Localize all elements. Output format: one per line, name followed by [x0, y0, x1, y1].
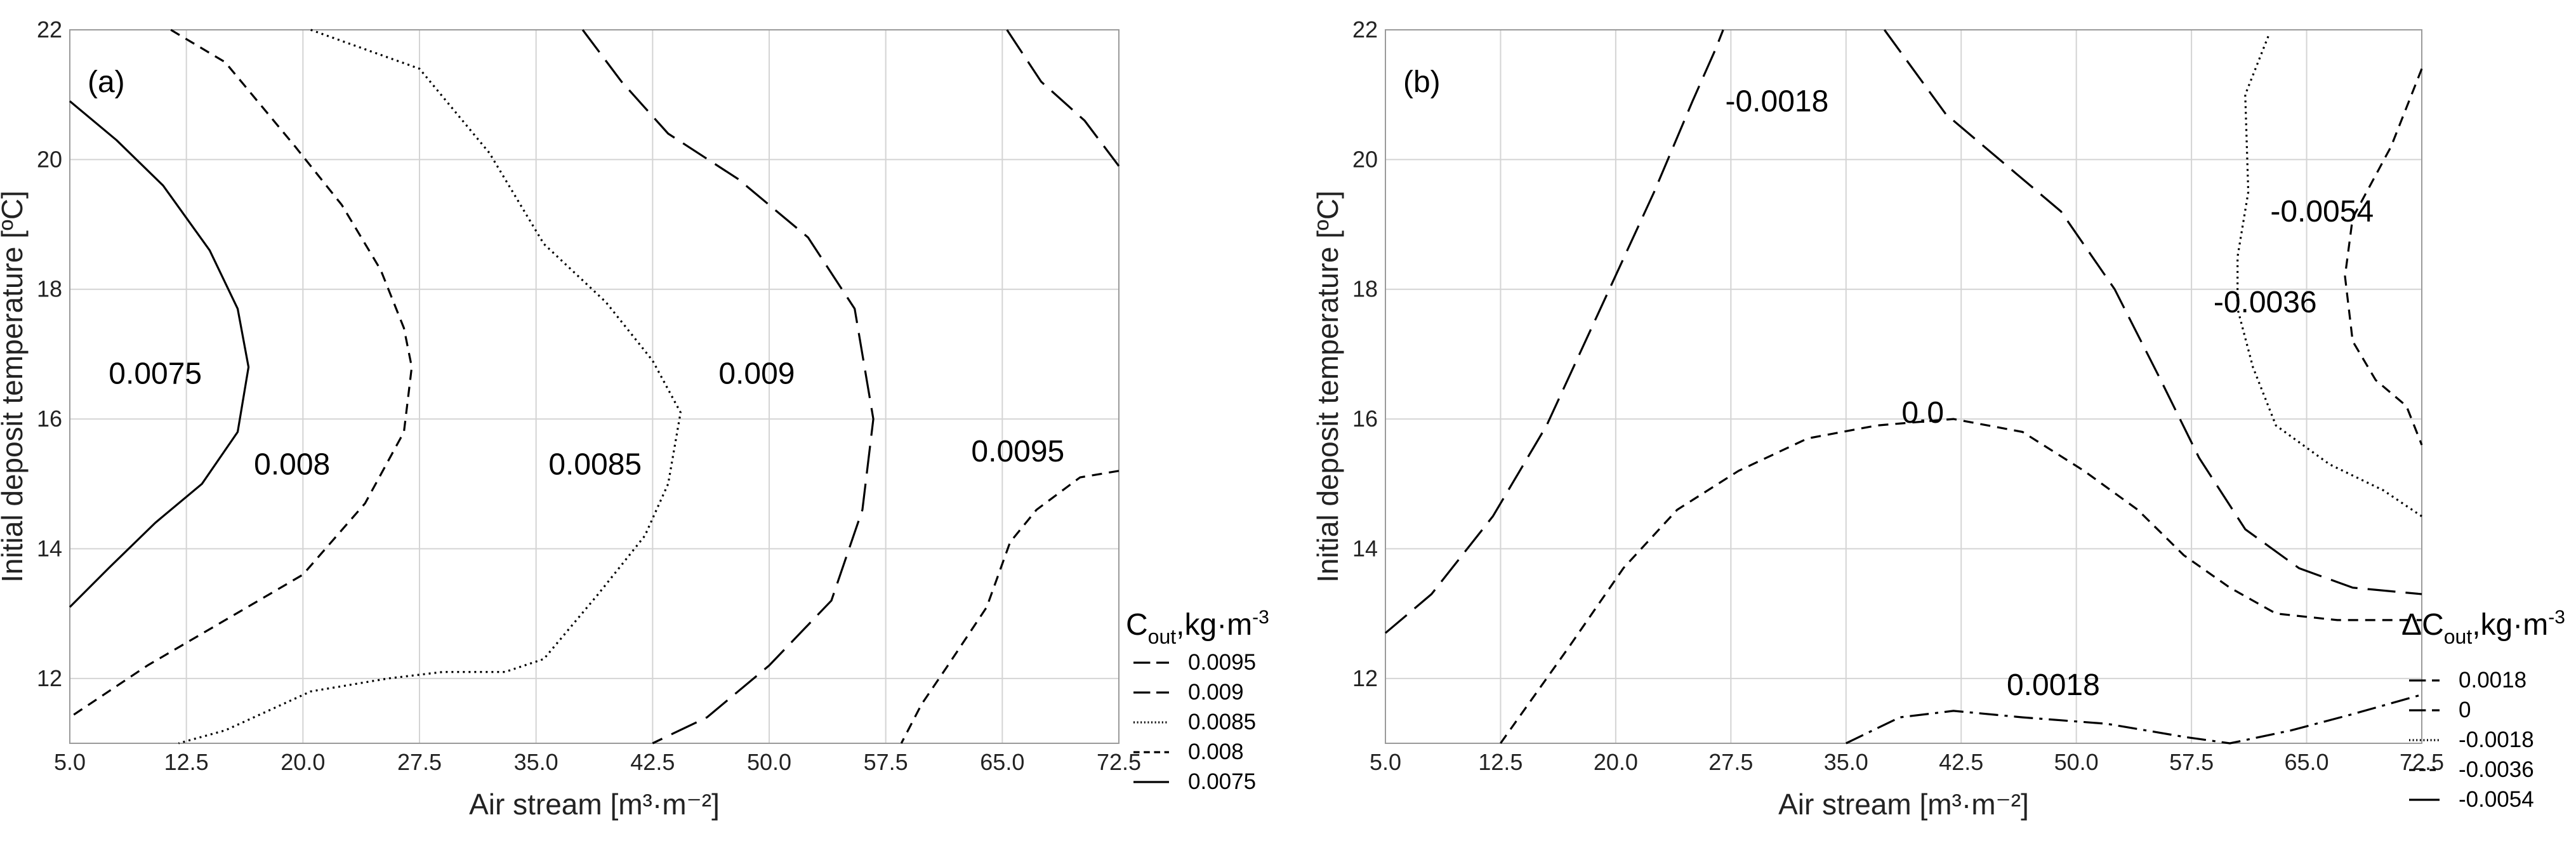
y-axis-title: Initial deposit temperature [ºC]	[1311, 190, 1344, 583]
y-tick-label: 18	[1352, 276, 1378, 302]
x-tick-label: 72.5	[1097, 749, 1141, 775]
contour-label: -0.0036	[2214, 286, 2317, 319]
x-axis-title: Air stream [m³·m⁻²]	[1778, 788, 2029, 821]
contour-label: 0.0095	[971, 435, 1064, 468]
y-tick-label: 16	[1352, 406, 1378, 432]
legend-entry-label: 0.009	[1188, 680, 1244, 705]
legend-entry-label: -0.0054	[2459, 787, 2534, 812]
y-axis-title: Initial deposit temperature [ºC]	[0, 190, 29, 583]
x-tick-label: 27.5	[1708, 749, 1753, 775]
contour-label: 0.008	[254, 448, 330, 482]
legend-title: ΔCout,kg·m-3	[2401, 607, 2565, 648]
contour-line--0.0018	[1384, 29, 1724, 634]
x-tick-label: 5.0	[54, 749, 86, 775]
x-tick-label: 5.0	[1370, 749, 1401, 775]
x-tick-label: 42.5	[1939, 749, 1983, 775]
x-tick-label: 35.0	[1824, 749, 1868, 775]
contour-line-0.0075	[69, 100, 250, 608]
contour-label: 0.009	[718, 357, 795, 391]
x-tick-label: 20.0	[1594, 749, 1638, 775]
y-tick-label: 12	[1352, 665, 1378, 691]
x-tick-label: 50.0	[2054, 749, 2099, 775]
contour-line--0.0036	[1884, 29, 2422, 595]
legend-entry-label: 0.0018	[2459, 668, 2526, 693]
contour-line-0.009	[581, 29, 875, 745]
x-tick-label: 12.5	[1478, 749, 1522, 775]
legend-entry-label: -0.0036	[2459, 757, 2534, 782]
legend-entry-label: -0.0018	[2459, 727, 2534, 752]
y-tick-label: 12	[37, 665, 62, 691]
legend-entry-label: 0.0085	[1188, 710, 1256, 734]
x-tick-label: 12.5	[164, 749, 209, 775]
chart-panel-b: 5.0 12.5 20.0 27.5 35.0 42.5 50.0 57.5 65.0 72.5 1…	[1311, 17, 2565, 821]
contour-line-0.0095	[900, 470, 1120, 744]
legend-entry-label: 0.0075	[1188, 769, 1256, 794]
legend: ΔCout,kg·m-3 0.0018 0 -0.0018 -0.0036 -0.0054	[2401, 607, 2565, 812]
legend-entry-label: 0	[2459, 698, 2471, 722]
x-tick-label: 65.0	[980, 749, 1024, 775]
x-tick-label: 57.5	[864, 749, 908, 775]
contour-label: -0.0054	[2270, 195, 2374, 229]
contour-label: -0.0018	[1726, 84, 1829, 118]
y-tick-label: 22	[37, 17, 62, 43]
contour-line-0.0085	[178, 29, 682, 745]
contour-line-0.008	[69, 29, 413, 719]
contour-line--0.0054	[2236, 36, 2422, 517]
plot-frame	[69, 29, 1120, 744]
x-tick-label: 57.5	[2169, 749, 2214, 775]
chart-panel-a: 5.0 12.5 20.0 27.5 35.0 42.5 50.0 57.5 65.0 72.5 1…	[0, 17, 1269, 821]
x-tick-label: 42.5	[630, 749, 675, 775]
y-tick-label: 18	[37, 276, 62, 302]
legend-entry-label: 0.008	[1188, 739, 1244, 764]
y-tick-label: 20	[1352, 146, 1378, 172]
y-tick-label: 22	[1352, 17, 1378, 43]
x-axis-title: Air stream [m³·m⁻²]	[469, 788, 720, 821]
contour-label: 0.0075	[109, 357, 202, 391]
y-tick-label: 16	[37, 406, 62, 432]
y-tick-label: 20	[37, 146, 62, 172]
x-tick-label: 27.5	[397, 749, 442, 775]
x-tick-label: 35.0	[514, 749, 558, 775]
panel-label: (b)	[1403, 65, 1441, 99]
x-tick-label: 50.0	[747, 749, 791, 775]
x-tick-label: 72.5	[2400, 749, 2444, 775]
legend-entry-label: 0.0095	[1188, 650, 1256, 675]
x-tick-label: 65.0	[2285, 749, 2329, 775]
plot-frame	[1385, 29, 2422, 744]
contour-line-0.0095	[1006, 29, 1120, 167]
contour-line-0.0	[1500, 418, 2422, 744]
legend-title: Cout,kg·m-3	[1126, 607, 1269, 648]
x-tick-label: 20.0	[281, 749, 325, 775]
contour-label: 0.0	[1901, 396, 1944, 430]
contour-line--0.0054	[2344, 68, 2423, 446]
panel-label: (a)	[88, 65, 125, 99]
contour-label: 0.0085	[548, 448, 642, 482]
legend: Cout,kg·m-30.0095 0.009 0.0085 0.008 0.0075	[1126, 607, 1269, 794]
contour-line-0.0018	[1846, 693, 2422, 745]
contour-label: 0.0018	[2007, 668, 2100, 702]
y-tick-label: 14	[1352, 535, 1378, 561]
y-tick-label: 14	[37, 535, 62, 561]
